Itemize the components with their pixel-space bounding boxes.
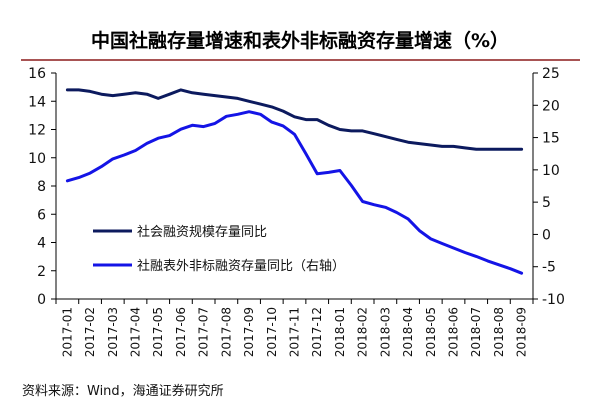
axes: 0 2 4 6 8 10 12 14 16 -10 -5 0 5 10 15 20 25 2017-01 2017-… — [28, 66, 565, 357]
legend: 社会融资规模存量同比 社融表外非标融资存量同比（右轴） — [93, 224, 345, 274]
x-tick-label: 2017-08 — [219, 307, 233, 357]
y-right-tick-label: 10 — [542, 163, 560, 179]
x-tick-label: 2018-08 — [492, 307, 506, 357]
x-tick-label: 2017-01 — [60, 307, 74, 357]
x-tick-label: 2017-04 — [129, 307, 143, 357]
series-line-2 — [65, 110, 524, 275]
chart-title: 中国社融存量增速和表外非标融资存量增速（%） — [91, 29, 509, 52]
y-left-tick-label: 4 — [37, 236, 46, 252]
series-lines — [65, 88, 524, 275]
y-left-tick-label: 14 — [28, 94, 46, 110]
x-tick-label: 2018-03 — [378, 307, 392, 357]
x-tick-label: 2017-07 — [197, 307, 211, 357]
y-left-tick-label: 6 — [37, 207, 46, 223]
y-right-tick-label: 25 — [542, 66, 560, 82]
x-tick-label: 2017-12 — [310, 307, 324, 357]
x-tick-label: 2017-10 — [265, 307, 279, 357]
x-tick-label: 2018-05 — [424, 307, 438, 357]
y-right-tick-label: 0 — [542, 227, 551, 243]
x-tick-label: 2017-06 — [174, 307, 188, 357]
x-tick-label: 2017-05 — [151, 307, 165, 357]
y-left-tick-label: 8 — [37, 179, 46, 195]
y-right-tick-label: 5 — [542, 195, 551, 211]
y-left-tick-label: 0 — [37, 292, 46, 308]
series-line-1 — [65, 88, 524, 151]
y-right-tick-label: 15 — [542, 131, 560, 147]
x-tick-label: 2018-09 — [515, 307, 529, 357]
y-left-tick-label: 16 — [28, 66, 46, 82]
x-tick-label: 2018-02 — [356, 307, 370, 357]
y-right-tick-label: -10 — [542, 292, 565, 308]
y-left-tick-label: 12 — [28, 123, 46, 139]
y-right-tick-label: 20 — [542, 98, 560, 114]
x-tick-label: 2017-03 — [106, 307, 120, 357]
y-right-tick-label: -5 — [542, 260, 556, 276]
x-tick-label: 2017-11 — [288, 307, 302, 357]
x-tick-label: 2017-09 — [242, 307, 256, 357]
x-tick-label: 2018-01 — [333, 307, 347, 357]
source-note: 资料来源：Wind，海通证券研究所 — [22, 383, 224, 399]
legend-label-series2: 社融表外非标融资存量同比（右轴） — [137, 258, 345, 274]
x-tick-label: 2018-07 — [469, 307, 483, 357]
x-tick-label: 2018-06 — [447, 307, 461, 357]
y-left-tick-label: 2 — [37, 264, 46, 280]
legend-label-series1: 社会融资规模存量同比 — [137, 224, 267, 240]
y-left-tick-label: 10 — [28, 151, 46, 167]
x-tick-label: 2017-02 — [83, 307, 97, 357]
x-tick-label: 2018-04 — [401, 307, 415, 357]
